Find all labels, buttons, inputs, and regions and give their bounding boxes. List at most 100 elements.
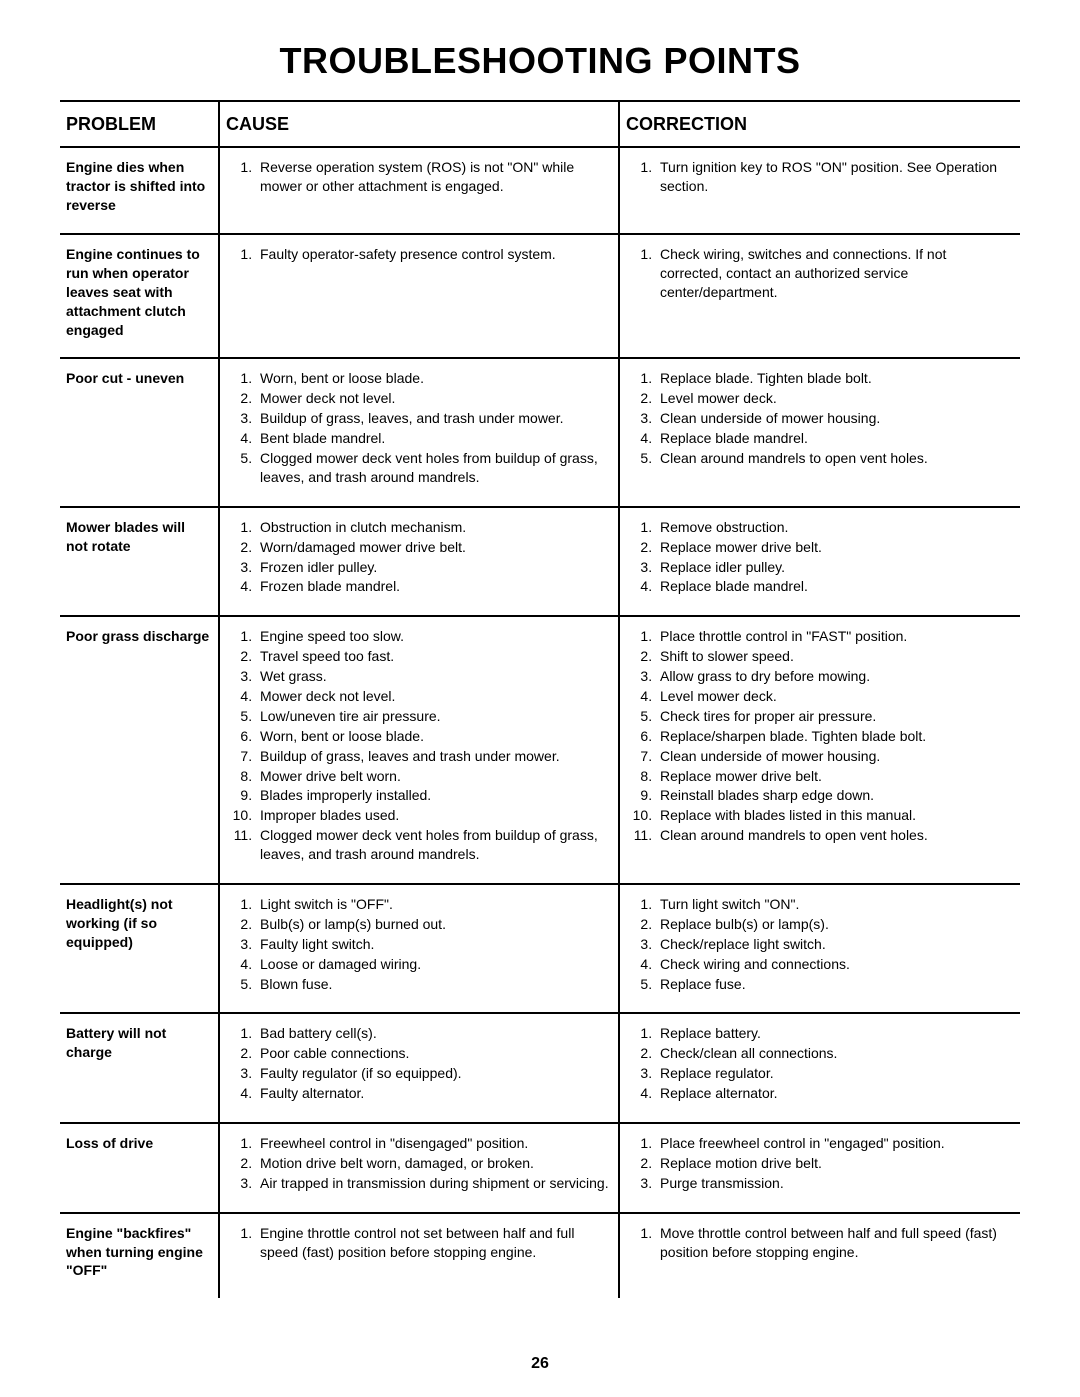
correction-item: Check wiring and connections.: [656, 955, 1012, 974]
correction-cell: Place throttle control in "FAST" positio…: [620, 617, 1020, 883]
cause-item: Loose or damaged wiring.: [256, 955, 610, 974]
header-cause: CAUSE: [220, 102, 620, 146]
correction-list: Replace battery.Check/clean all connecti…: [626, 1024, 1012, 1103]
cause-item: Freewheel control in "disengaged" positi…: [256, 1134, 610, 1153]
table-row: Engine continues to run when operator le…: [60, 235, 1020, 359]
cause-list: Reverse operation system (ROS) is not "O…: [226, 158, 610, 196]
cause-item: Air trapped in transmission during shipm…: [256, 1174, 610, 1193]
table-row: Loss of drive Freewheel control in "disen…: [60, 1124, 1020, 1214]
cause-item: Obstruction in clutch mechanism.: [256, 518, 610, 537]
cause-item: Motion drive belt worn, damaged, or brok…: [256, 1154, 610, 1173]
problem-cell: Battery will not charge: [60, 1014, 220, 1122]
cause-cell: Light switch is "OFF".Bulb(s) or lamp(s)…: [220, 885, 620, 1012]
correction-item: Check tires for proper air pressure.: [656, 707, 1012, 726]
cause-item: Clogged mower deck vent holes from build…: [256, 826, 610, 864]
cause-item: Wet grass.: [256, 667, 610, 686]
correction-item: Replace idler pulley.: [656, 558, 1012, 577]
cause-cell: Reverse operation system (ROS) is not "O…: [220, 148, 620, 233]
problem-cell: Mower blades will not rotate: [60, 508, 220, 616]
cause-item: Blades improperly installed.: [256, 786, 610, 805]
correction-item: Replace fuse.: [656, 975, 1012, 994]
cause-cell: Obstruction in clutch mechanism.Worn/dam…: [220, 508, 620, 616]
problem-cell: Headlight(s) not working (if so equipped…: [60, 885, 220, 1012]
cause-item: Engine throttle control not set between …: [256, 1224, 610, 1262]
cause-list: Light switch is "OFF".Bulb(s) or lamp(s)…: [226, 895, 610, 993]
correction-item: Replace blade mandrel.: [656, 577, 1012, 596]
cause-list: Obstruction in clutch mechanism.Worn/dam…: [226, 518, 610, 597]
correction-item: Replace blade. Tighten blade bolt.: [656, 369, 1012, 388]
correction-item: Level mower deck.: [656, 687, 1012, 706]
cause-item: Clogged mower deck vent holes from build…: [256, 449, 610, 487]
correction-list: Turn ignition key to ROS "ON" position. …: [626, 158, 1012, 196]
correction-item: Clean around mandrels to open vent holes…: [656, 449, 1012, 468]
problem-cell: Engine continues to run when operator le…: [60, 235, 220, 357]
correction-item: Turn ignition key to ROS "ON" position. …: [656, 158, 1012, 196]
correction-item: Allow grass to dry before mowing.: [656, 667, 1012, 686]
problem-cell: Poor cut - uneven: [60, 359, 220, 505]
correction-cell: Place freewheel control in "engaged" pos…: [620, 1124, 1020, 1212]
correction-item: Replace mower drive belt.: [656, 538, 1012, 557]
cause-item: Worn/damaged mower drive belt.: [256, 538, 610, 557]
table-header-row: PROBLEM CAUSE CORRECTION: [60, 102, 1020, 148]
correction-cell: Replace battery.Check/clean all connecti…: [620, 1014, 1020, 1122]
cause-item: Mower deck not level.: [256, 389, 610, 408]
cause-item: Travel speed too fast.: [256, 647, 610, 666]
cause-item: Engine speed too slow.: [256, 627, 610, 646]
cause-list: Freewheel control in "disengaged" positi…: [226, 1134, 610, 1193]
header-problem: PROBLEM: [60, 102, 220, 146]
table-row: Engine dies when tractor is shifted into…: [60, 148, 1020, 235]
cause-cell: Faulty operator-safety presence control …: [220, 235, 620, 357]
correction-list: Replace blade. Tighten blade bolt.Level …: [626, 369, 1012, 467]
correction-item: Replace with blades listed in this manua…: [656, 806, 1012, 825]
cause-item: Faulty alternator.: [256, 1084, 610, 1103]
page-number: 26: [0, 1355, 1080, 1373]
table-row: Mower blades will not rotateObstruction …: [60, 508, 1020, 618]
correction-cell: Move throttle control between half and f…: [620, 1214, 1020, 1299]
cause-item: Light switch is "OFF".: [256, 895, 610, 914]
page-title: TROUBLESHOOTING POINTS: [60, 40, 1020, 82]
table-row: Headlight(s) not working (if so equipped…: [60, 885, 1020, 1014]
cause-item: Bulb(s) or lamp(s) burned out.: [256, 915, 610, 934]
cause-item: Improper blades used.: [256, 806, 610, 825]
correction-item: Reinstall blades sharp edge down.: [656, 786, 1012, 805]
cause-item: Frozen idler pulley.: [256, 558, 610, 577]
correction-list: Move throttle control between half and f…: [626, 1224, 1012, 1262]
correction-item: Replace battery.: [656, 1024, 1012, 1043]
page: TROUBLESHOOTING POINTS PROBLEM CAUSE COR…: [0, 0, 1080, 1397]
correction-item: Replace blade mandrel.: [656, 429, 1012, 448]
cause-item: Faulty light switch.: [256, 935, 610, 954]
cause-item: Blown fuse.: [256, 975, 610, 994]
cause-item: Bad battery cell(s).: [256, 1024, 610, 1043]
cause-item: Worn, bent or loose blade.: [256, 369, 610, 388]
correction-item: Turn light switch "ON".: [656, 895, 1012, 914]
problem-cell: Poor grass discharge: [60, 617, 220, 883]
correction-cell: Remove obstruction.Replace mower drive b…: [620, 508, 1020, 616]
correction-item: Clean around mandrels to open vent holes…: [656, 826, 1012, 845]
problem-cell: Loss of drive: [60, 1124, 220, 1212]
table-row: Engine "backfires" when turning engine "…: [60, 1214, 1020, 1299]
cause-item: Mower deck not level.: [256, 687, 610, 706]
correction-list: Remove obstruction.Replace mower drive b…: [626, 518, 1012, 597]
correction-list: Place freewheel control in "engaged" pos…: [626, 1134, 1012, 1193]
cause-item: Poor cable connections.: [256, 1044, 610, 1063]
cause-cell: Engine speed too slow.Travel speed too f…: [220, 617, 620, 883]
cause-item: Worn, bent or loose blade.: [256, 727, 610, 746]
cause-list: Engine speed too slow.Travel speed too f…: [226, 627, 610, 864]
correction-item: Shift to slower speed.: [656, 647, 1012, 666]
correction-item: Check wiring, switches and connections. …: [656, 245, 1012, 302]
correction-item: Purge transmission.: [656, 1174, 1012, 1193]
correction-item: Replace regulator.: [656, 1064, 1012, 1083]
cause-item: Mower drive belt worn.: [256, 767, 610, 786]
cause-cell: Engine throttle control not set between …: [220, 1214, 620, 1299]
table-row: Battery will not chargeBad battery cell(…: [60, 1014, 1020, 1124]
correction-cell: Turn ignition key to ROS "ON" position. …: [620, 148, 1020, 233]
correction-item: Place throttle control in "FAST" positio…: [656, 627, 1012, 646]
problem-cell: Engine "backfires" when turning engine "…: [60, 1214, 220, 1299]
table-body: Engine dies when tractor is shifted into…: [60, 148, 1020, 1298]
cause-item: Buildup of grass, leaves, and trash unde…: [256, 409, 610, 428]
correction-item: Level mower deck.: [656, 389, 1012, 408]
cause-item: Low/uneven tire air pressure.: [256, 707, 610, 726]
correction-item: Check/clean all connections.: [656, 1044, 1012, 1063]
cause-list: Bad battery cell(s).Poor cable connectio…: [226, 1024, 610, 1103]
cause-list: Faulty operator-safety presence control …: [226, 245, 610, 264]
